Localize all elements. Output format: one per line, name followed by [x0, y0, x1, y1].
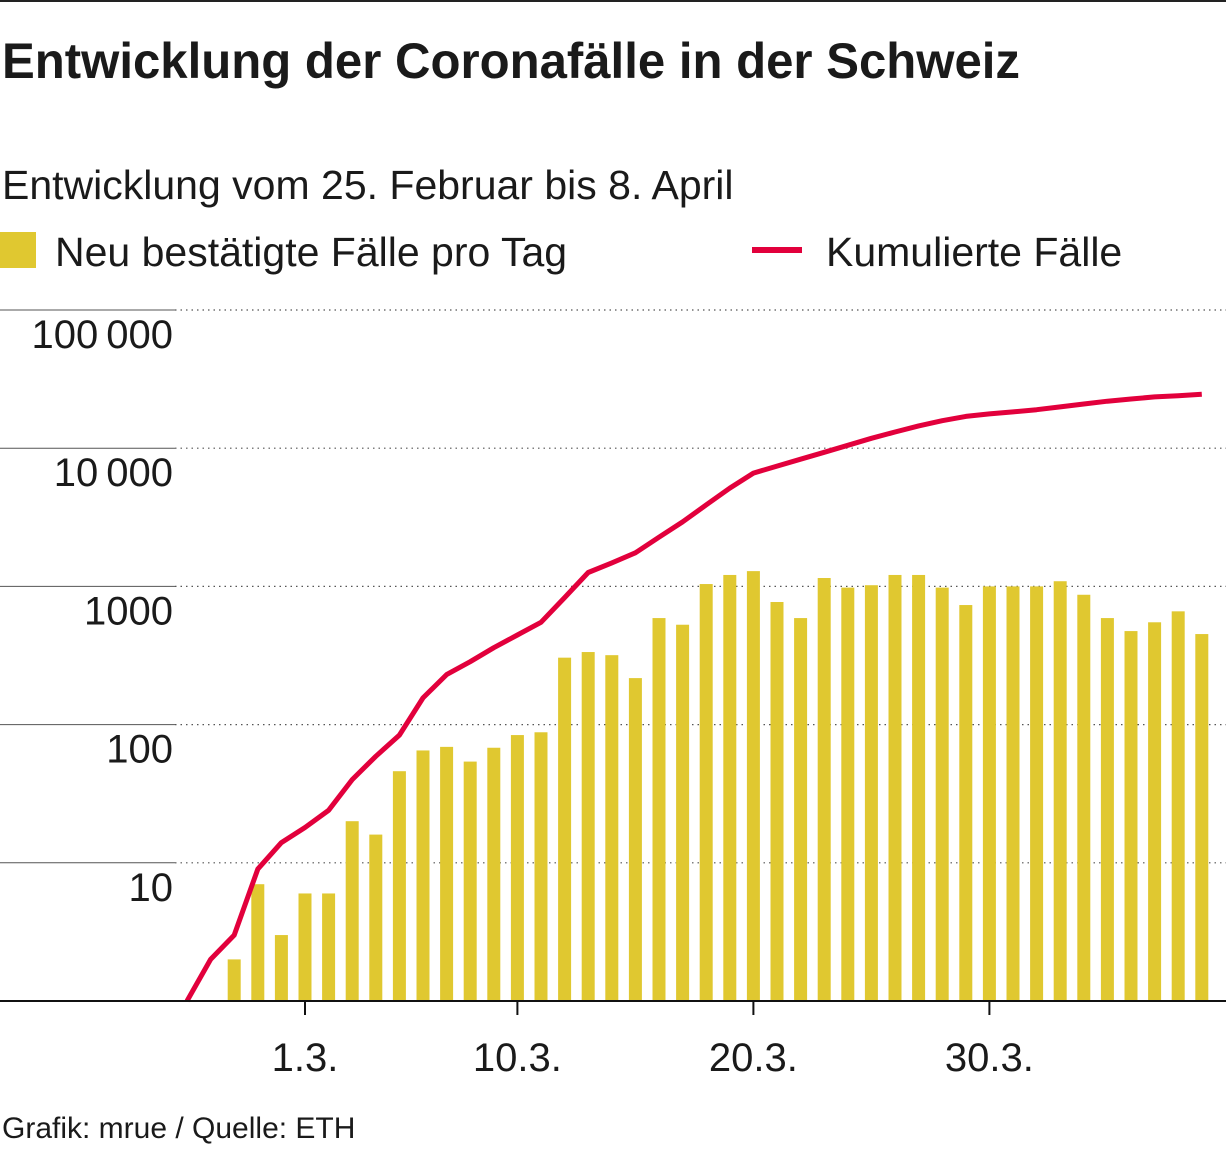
bar — [581, 652, 595, 1001]
bar — [1077, 594, 1091, 1001]
bar — [628, 678, 642, 1001]
bar — [1030, 586, 1044, 1001]
bar — [770, 602, 784, 1001]
bar — [676, 624, 690, 1001]
bar — [558, 657, 572, 1001]
legend-swatch — [0, 232, 36, 268]
bar — [322, 893, 336, 1001]
bar — [841, 587, 855, 1001]
bar — [605, 655, 619, 1001]
chart-title: Entwicklung der Coronafälle in der Schwe… — [2, 33, 1020, 89]
legend-label: Neu bestätigte Fälle pro Tag — [55, 229, 567, 275]
bar — [369, 834, 383, 1001]
bar — [1124, 631, 1138, 1001]
bar — [392, 771, 406, 1001]
bar — [298, 893, 312, 1001]
bar — [416, 750, 430, 1001]
line — [184, 391, 1202, 1003]
bar — [699, 584, 713, 1001]
bar — [817, 578, 831, 1001]
y-tick-label: 10 — [129, 866, 174, 910]
bar — [959, 605, 973, 1001]
bar — [1195, 634, 1209, 1001]
y-tick-label: 100 — [106, 728, 173, 772]
bar — [534, 732, 548, 1001]
bar — [935, 587, 949, 1001]
bar — [888, 574, 902, 1001]
bar — [487, 747, 501, 1001]
bar — [1100, 618, 1114, 1001]
bar — [982, 586, 996, 1001]
bar — [723, 574, 737, 1001]
bar — [227, 959, 241, 1001]
bar — [274, 935, 288, 1001]
y-tick-label: 1000 — [84, 589, 173, 633]
x-tick-label: 10.3. — [473, 1036, 562, 1080]
source-note: Grafik: mrue / Quelle: ETH — [2, 1112, 355, 1145]
bar — [1148, 622, 1162, 1001]
x-tick-label: 20.3. — [709, 1036, 798, 1080]
y-tick-label: 100 000 — [32, 313, 173, 357]
bar — [510, 735, 524, 1001]
bar — [251, 884, 265, 1001]
y-tick-label: 10 000 — [54, 451, 173, 495]
bar — [440, 746, 454, 1001]
bar — [794, 618, 808, 1001]
legend-label: Kumulierte Fälle — [826, 229, 1122, 275]
bar — [1006, 586, 1020, 1001]
bar — [345, 821, 359, 1001]
x-tick-label: 1.3. — [272, 1036, 339, 1080]
bar — [1053, 581, 1067, 1001]
chart-subtitle: Entwicklung vom 25. Februar bis 8. April — [2, 162, 734, 208]
bar — [652, 618, 666, 1001]
bar — [746, 571, 760, 1001]
bar — [1171, 611, 1185, 1001]
x-tick-label: 30.3. — [945, 1036, 1034, 1080]
bar — [463, 761, 477, 1001]
bar — [912, 574, 926, 1001]
bar — [864, 585, 878, 1001]
